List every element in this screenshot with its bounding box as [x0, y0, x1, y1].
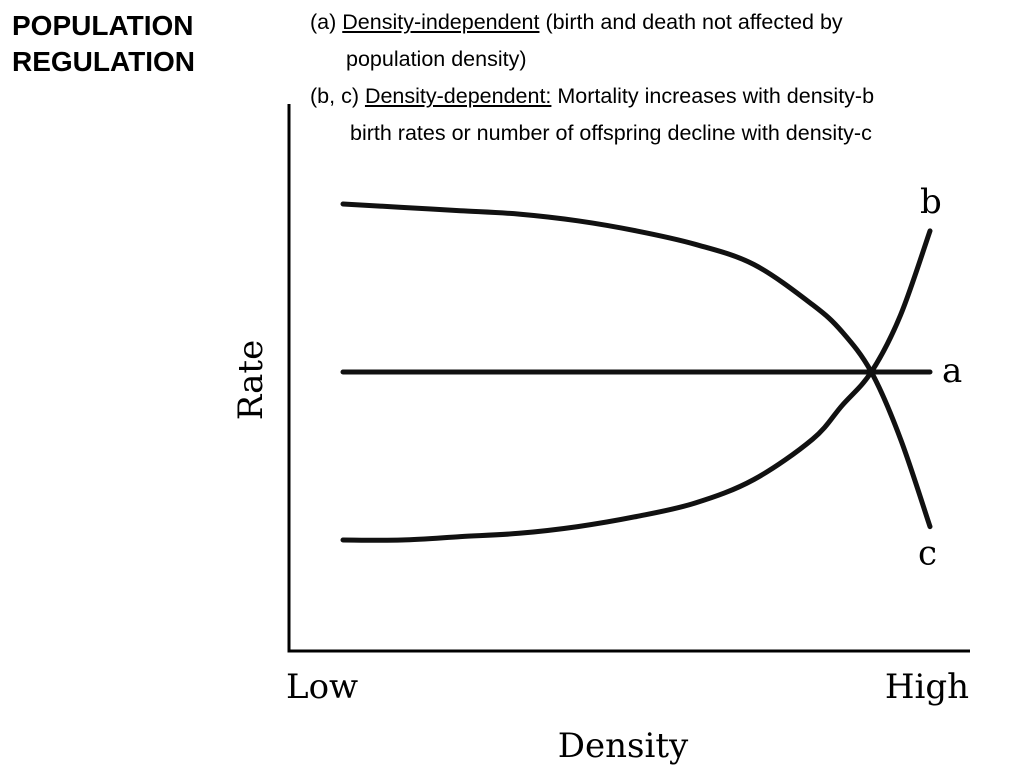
- note-a-continuation: population density): [346, 47, 527, 71]
- note-a-term: Density-independent: [342, 10, 540, 34]
- series-c-line: [340, 201, 933, 530]
- x-tick-label-high: High: [885, 667, 969, 707]
- note-a-rest: (birth and death not affected by: [539, 10, 843, 34]
- series-layer: [340, 201, 933, 543]
- series-c-label: c: [918, 534, 937, 574]
- series-a-label: a: [942, 351, 962, 391]
- note-a: (a) Density-independent (birth and death…: [310, 4, 874, 41]
- note-bc: (b, c) Density-dependent: Mortality incr…: [310, 78, 874, 115]
- series-b-label: b: [920, 182, 942, 222]
- note-a-prefix: (a): [310, 10, 343, 34]
- x-tick-label-low: Low: [286, 667, 358, 707]
- series-b-line: [340, 228, 933, 543]
- y-axis-label: Rate: [231, 340, 271, 420]
- slide-title: POPULATION REGULATION: [12, 8, 195, 80]
- note-bc-term: Density-dependent:: [364, 84, 552, 108]
- x-axis-label: Density: [558, 726, 689, 766]
- note-bc-continuation: birth rates or number of offspring decli…: [350, 121, 872, 145]
- note-bc-rest: Mortality increases with density-b: [551, 84, 875, 108]
- note-bc-prefix: (b, c): [310, 84, 365, 108]
- title-line-1: POPULATION: [12, 10, 194, 41]
- label-layer: a b c: [918, 182, 962, 574]
- title-line-2: REGULATION: [12, 46, 196, 77]
- notes-block: (a) Density-independent (birth and death…: [310, 4, 874, 152]
